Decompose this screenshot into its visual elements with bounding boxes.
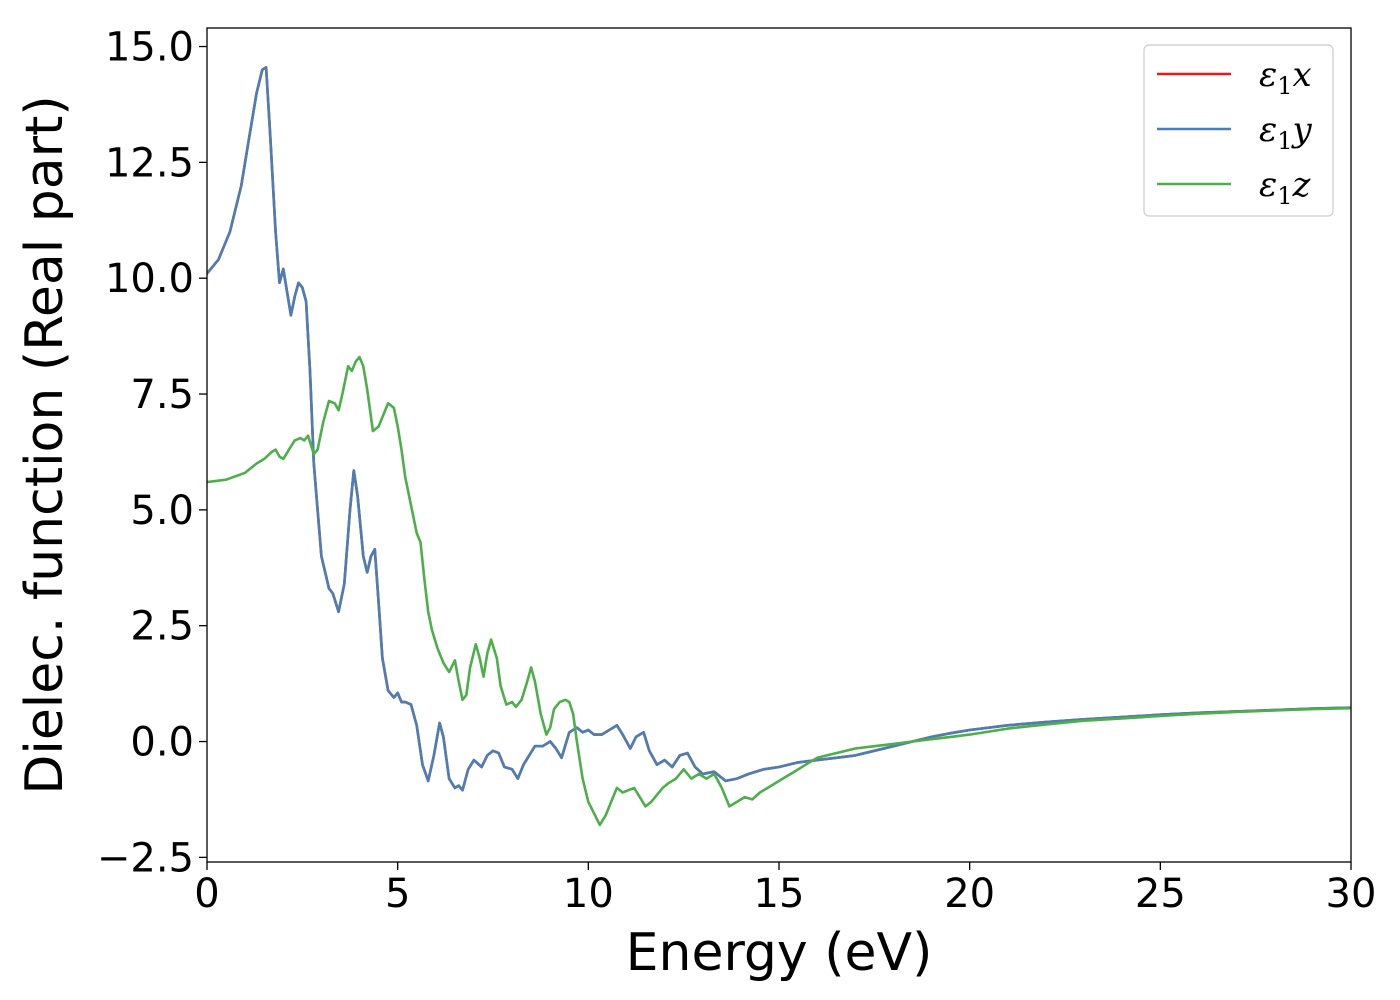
x-tick-label: 5 xyxy=(385,871,410,917)
series-line-z xyxy=(207,355,1351,827)
legend-label-x: ε1x xyxy=(1259,55,1312,100)
legend-symbol: ε xyxy=(1259,165,1277,205)
legend-label-y: ε1y xyxy=(1259,110,1313,155)
legend-component: x xyxy=(1293,55,1312,95)
y-tick-label: 15.0 xyxy=(105,25,194,71)
legend-symbol: ε xyxy=(1259,110,1277,150)
series-lines xyxy=(207,66,1351,827)
y-tick-label: 12.5 xyxy=(105,140,194,186)
legend-symbol: ε xyxy=(1259,55,1277,95)
x-tick-label: 30 xyxy=(1326,871,1377,917)
x-axis-label: Energy (eV) xyxy=(626,923,933,983)
y-tick-label: 0.0 xyxy=(130,720,194,766)
x-axis: 0 5 10 15 20 25 30 xyxy=(194,862,1376,917)
y-axis: −2.5 0.0 2.5 5.0 7.5 10.0 12.5 15.0 xyxy=(97,25,207,881)
y-tick-label: 2.5 xyxy=(130,604,194,650)
y-tick-label: 7.5 xyxy=(130,372,194,418)
legend-component: z xyxy=(1292,165,1312,205)
y-tick-label: −2.5 xyxy=(97,835,194,881)
legend-component: y xyxy=(1291,110,1313,150)
plot-area xyxy=(206,27,1352,863)
legend-subscript: 1 xyxy=(1277,72,1292,100)
y-tick-label: 5.0 xyxy=(130,488,194,534)
x-tick-label: 25 xyxy=(1135,871,1186,917)
legend-label-z: ε1z xyxy=(1259,165,1312,210)
legend-box xyxy=(1143,44,1334,217)
series-line-y xyxy=(207,66,1351,792)
legend-subscript: 1 xyxy=(1277,182,1292,210)
x-tick-label: 10 xyxy=(563,871,614,917)
y-axis-label: Dielec. function (Real part) xyxy=(15,95,75,794)
y-tick-label: 10.0 xyxy=(105,256,194,302)
x-tick-label: 20 xyxy=(944,871,995,917)
x-tick-label: 0 xyxy=(194,871,219,917)
legend-subscript: 1 xyxy=(1277,127,1292,155)
x-tick-label: 15 xyxy=(754,871,805,917)
